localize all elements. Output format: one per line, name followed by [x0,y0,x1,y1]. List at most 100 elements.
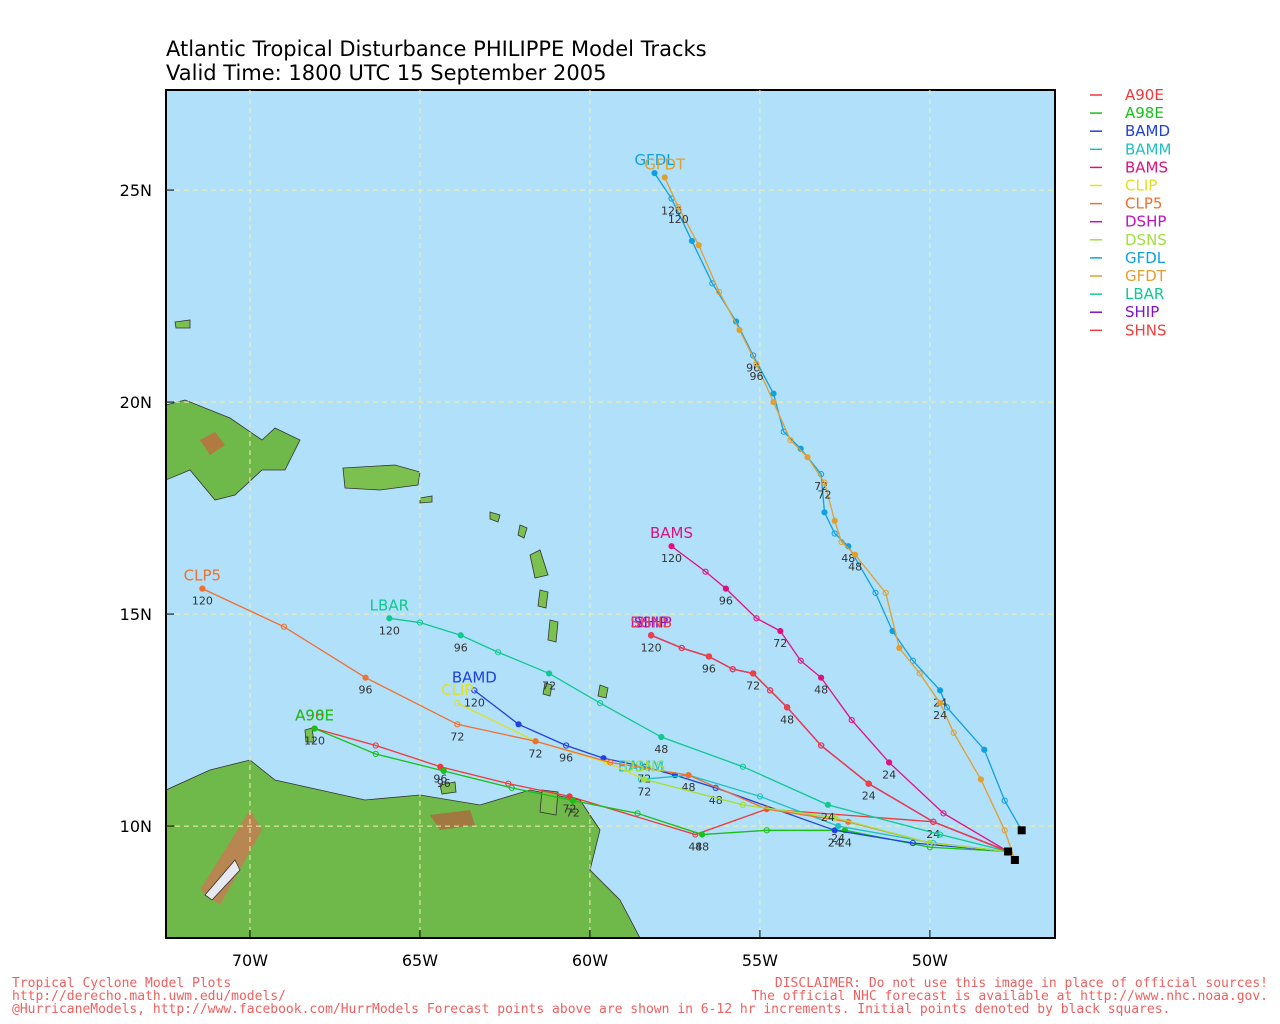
track-name: DSHP [630,613,671,631]
hour-label: 96 [437,777,451,790]
initial-point [1017,826,1026,835]
hour-label: 48 [780,713,794,726]
track-point [936,687,944,694]
track-point [648,632,655,639]
track-point [505,780,512,787]
hour-label: 120 [661,205,682,218]
track-point [437,763,444,770]
track-point [685,772,692,779]
track-point [770,398,777,406]
track-point [678,644,685,652]
track-point [872,589,879,596]
initial-point [1010,855,1019,864]
hour-label: 120 [464,696,485,709]
track-point [416,619,424,626]
hour-label: 72 [563,802,577,815]
hour-label: 120 [379,624,400,637]
track-point [515,721,522,728]
track-point [607,759,614,766]
track-point [831,827,838,834]
track-point [705,653,713,660]
track-point [835,822,842,830]
title: Atlantic Tropical Disturbance PHILIPPE M… [166,37,707,61]
track-name: GFDL [634,151,675,169]
land [166,319,641,938]
track: 24 48 72 96 120 SHNS [630,613,1012,855]
track: 24 48 72 96 120 LBAR [370,596,1012,855]
track-point [977,776,984,783]
track-point [804,454,811,461]
legend-label: BAMD [1125,122,1170,140]
lon-tick-label: 65W [402,951,438,970]
track-name: BAMD [452,668,497,686]
track-name: GFDT [644,155,686,173]
hour-label: 120 [304,735,325,748]
track-name: A90E [295,707,334,725]
track-point [909,839,916,847]
footer-left: Tropical Cyclone Model Plots [12,976,231,991]
track-point [702,568,709,575]
hour-label: 48 [654,743,668,756]
hour-label: 96 [359,684,373,697]
track-point [848,716,855,724]
track-point [569,797,577,804]
track: 24 48 72 96 120 BAMS [650,524,1012,855]
track-point [770,390,777,397]
hour-label: 96 [454,641,468,654]
hour-label: 72 [542,679,556,692]
track-point [471,687,478,694]
track-point [546,670,553,677]
track: 24 48 72 96 120 GFDT [644,155,1018,864]
lat-tick-label: 20N [120,393,152,412]
track-point [199,585,206,592]
track-name: DSNS [623,757,665,775]
legend-label: GFDT [1125,267,1167,285]
hour-label: 72 [818,489,832,502]
track-point [753,360,760,368]
track-point [454,721,461,728]
map-frame [165,89,1056,939]
track-name: CLP5 [184,567,221,585]
track-point [563,742,570,749]
track-point [930,818,937,825]
footer-left: @HurricaneModels, http://www.facebook.co… [12,1002,1170,1017]
hour-label: 48 [841,552,855,565]
legend-label: GFDL [1125,249,1166,267]
track-point [651,170,658,177]
hour-label: 24 [862,790,876,803]
track-point [739,763,747,770]
track-point [916,670,923,677]
hour-label: 120 [192,595,213,608]
hour-label: 24 [926,828,940,841]
legend-label: DSNS [1125,231,1167,249]
hour-label: 48 [682,781,696,794]
legend-label: A90E [1125,86,1164,104]
hour-label: 72 [773,637,787,650]
hour-label: 24 [882,768,896,781]
track-point [882,589,889,596]
track-point [634,810,641,817]
track-point [753,615,760,622]
track-point [865,780,872,787]
track-point [699,831,706,838]
hour-label: 96 [433,773,447,786]
track-point [926,839,933,847]
hour-label: 24 [831,832,845,845]
track-line [650,634,1009,853]
track-point [1001,797,1008,804]
hour-label: 24 [821,811,835,824]
footer-right: The official NHC forecast is available a… [751,989,1268,1004]
hour-label: 96 [702,662,716,675]
hour-label: 24 [933,709,947,722]
track-point [777,627,784,635]
track-point [936,700,944,707]
track-point [852,551,859,558]
lat-tick-label: 25N [120,181,152,200]
track-point [936,831,944,838]
track-point [787,437,794,444]
lat-tick-label: 15N [120,605,152,624]
track-point [940,810,947,817]
legend-label: LBAR [1125,285,1164,303]
legend-label: BAMS [1125,158,1168,176]
lon-tick-label: 70W [232,951,268,970]
